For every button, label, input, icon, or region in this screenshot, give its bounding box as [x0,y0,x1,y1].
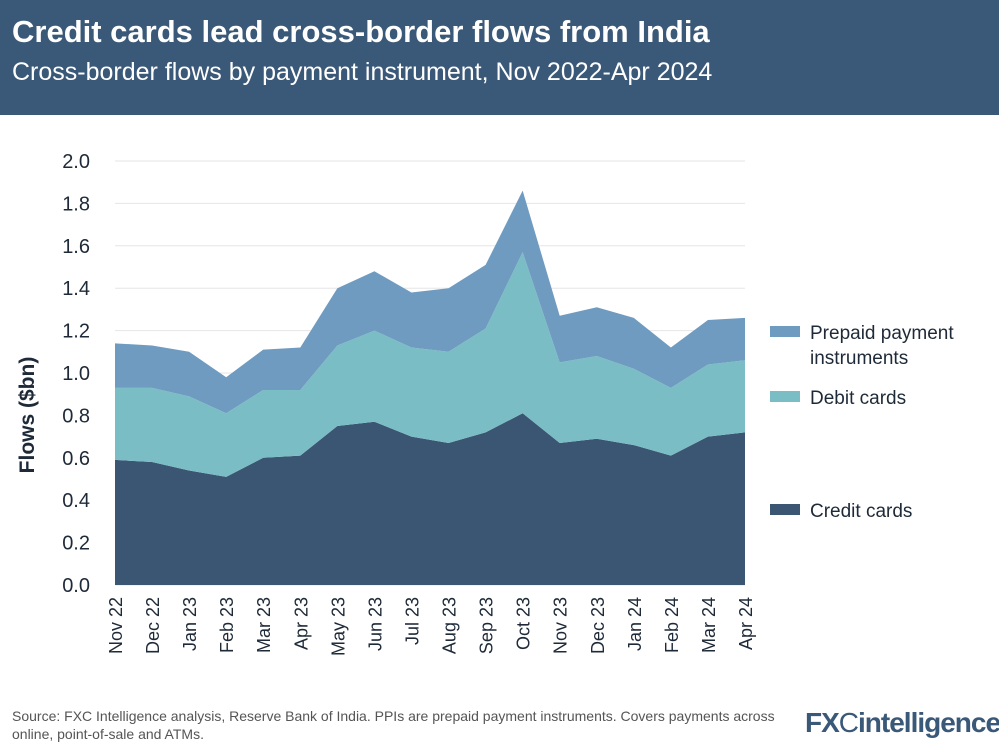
legend-label: Credit cards [810,501,912,522]
y-tick-label: 0.8 [62,405,90,427]
series-area-credit-cards [115,413,745,585]
x-tick-label: Mar 23 [254,597,274,653]
x-tick-label: Jun 23 [365,597,385,651]
y-tick-label: 1.0 [62,363,90,385]
x-tick-label: Feb 24 [662,597,682,653]
area-chart: 0.0 0.2 0.4 0.6 0.8 1.0 1.2 1.4 1.6 1.8 2.0 Nov 22 D… [16,151,954,656]
x-tick-label: Nov 22 [106,597,126,654]
fxc-logo: FXCintelligence [805,707,999,738]
legend-swatch [770,504,800,515]
header: Credit cards lead cross-border flows fro… [0,0,999,115]
y-tick-label: 0.6 [62,448,90,470]
y-tick-label: 0.4 [62,490,90,512]
legend-label: instruments [810,348,908,369]
x-tick-label: May 23 [328,597,348,656]
x-tick-label: Apr 23 [291,597,311,650]
x-tick-label: Oct 23 [514,597,534,650]
x-tick-label: Jan 23 [180,597,200,651]
chart-title: Credit cards lead cross-border flows fro… [12,14,710,49]
series-area-prepaid-payment-instruments [115,190,745,414]
x-tick-label: Mar 24 [699,597,719,653]
y-axis-label: Flows ($bn) [16,357,39,474]
y-tick-label: 1.4 [62,278,90,300]
y-tick-label: 1.6 [62,236,90,258]
chart-subtitle: Cross-border flows by payment instrument… [12,58,713,86]
source-note: Source: FXC Intelligence analysis, Reser… [12,708,775,742]
x-tick-label: Jul 23 [402,597,422,645]
y-tick-label: 2.0 [62,151,90,173]
legend-swatch [770,326,800,337]
x-tick-label: Dec 23 [588,597,608,654]
y-tick-label: 0.2 [62,533,90,555]
y-tick-label: 1.2 [62,321,90,343]
x-tick-label: Dec 22 [143,597,163,654]
x-tick-label: Apr 24 [736,597,756,650]
x-tick-label: Jan 24 [625,597,645,651]
series-area-debit-cards [115,252,745,477]
legend-label: Prepaid payment [810,323,954,344]
x-tick-label: Nov 23 [551,597,571,654]
x-tick-label: Feb 23 [217,597,237,653]
y-tick-label: 1.8 [62,193,90,215]
x-tick-label: Aug 23 [440,597,460,654]
y-tick-label: 0.0 [62,575,90,597]
x-tick-label: Sep 23 [477,597,497,654]
legend-label: Debit cards [810,388,906,409]
legend-swatch [770,391,800,402]
